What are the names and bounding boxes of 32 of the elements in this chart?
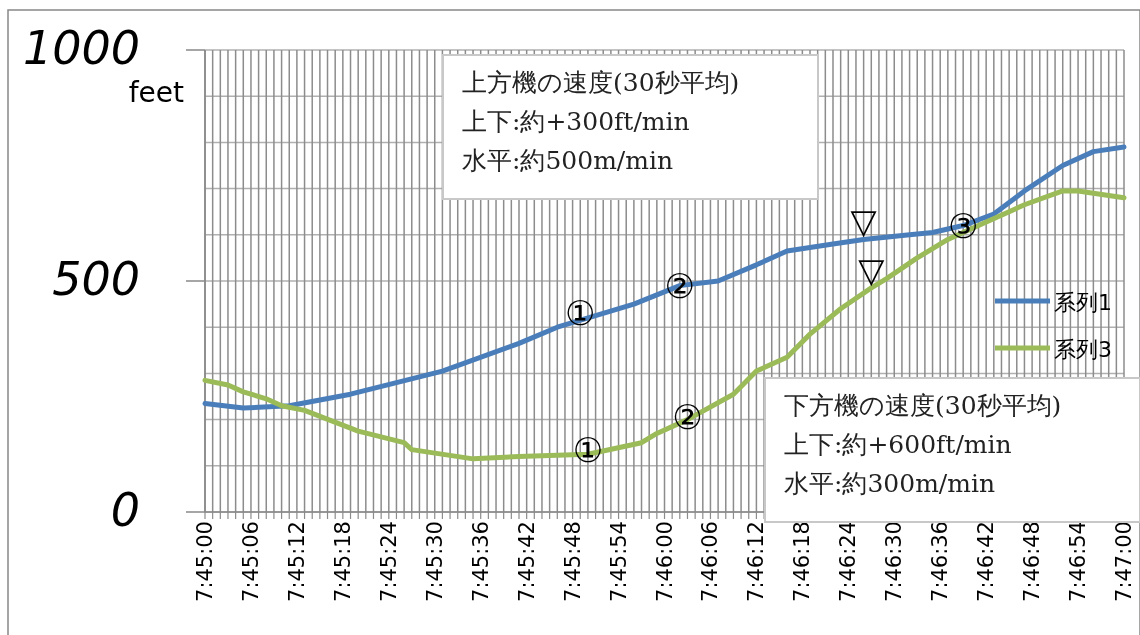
x-tick-label: 7:46:24	[836, 521, 861, 602]
x-tick-label: 7:45:42	[514, 521, 539, 602]
x-tick-label: 7:45:30	[422, 521, 447, 602]
y-tick-label: 0	[110, 483, 140, 537]
y-tick-label: 1000	[22, 21, 140, 75]
x-tick-label: 7:45:00	[193, 521, 217, 602]
x-tick-label: 7:46:30	[882, 521, 907, 602]
marker-note: ▽	[850, 201, 877, 242]
legend-label: 系列1	[1054, 290, 1112, 315]
x-tick-label: 7:46:06	[698, 521, 723, 602]
x-tick-label: 7:45:36	[468, 521, 493, 602]
x-tick-label: 7:47:00	[1112, 521, 1136, 602]
x-tick-label: 7:45:06	[238, 521, 263, 602]
x-tick-label: 7:45:54	[606, 521, 631, 602]
x-tick-label: 7:46:54	[1066, 521, 1091, 602]
x-tick-label: 7:45:12	[284, 521, 309, 602]
y-tick-label: 500	[52, 252, 140, 306]
marker-note: ③	[947, 205, 979, 246]
annotation: 上方機の速度(30秒平均) 上下:約+300ft/min 水平:約500m/min	[462, 68, 740, 175]
x-tick-label: 7:46:48	[1020, 521, 1045, 602]
x-tick-label: 7:46:18	[790, 521, 815, 602]
x-tick-label: 7:46:12	[744, 521, 769, 602]
x-tick-label: 7:46:42	[974, 521, 999, 602]
x-tick-label: 7:45:24	[376, 521, 401, 602]
marker-note: ▽	[858, 249, 885, 290]
x-tick-label: 7:46:00	[652, 521, 677, 602]
x-tick-label: 7:45:48	[560, 521, 585, 602]
annotation: 下方機の速度(30秒平均) 上下:約+600ft/min 水平:約300m/min	[784, 391, 1062, 498]
x-tick-label: 7:45:18	[330, 521, 355, 602]
y-axis-title: feet	[128, 76, 185, 109]
legend-label: 系列3	[1054, 337, 1112, 362]
x-tick-label: 7:46:36	[928, 521, 953, 602]
